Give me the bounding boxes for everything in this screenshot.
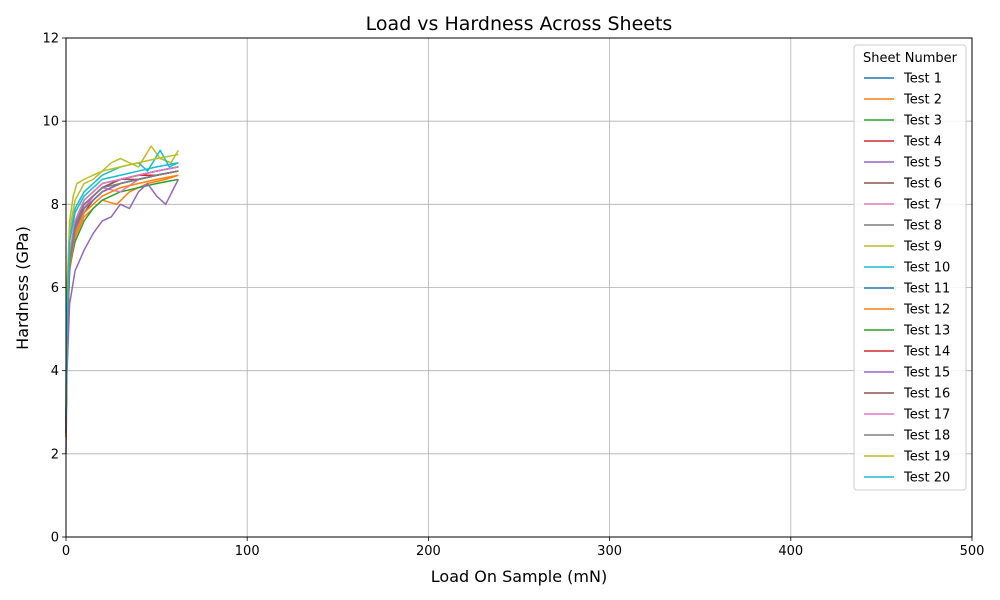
y-tick-label: 6 [51,281,59,296]
legend-item-test-20: Test 20 [864,471,950,486]
legend-item-test-16: Test 16 [864,387,950,402]
legend-item-test-12: Test 12 [864,303,950,318]
legend-item-test-19: Test 19 [864,450,950,465]
legend-label: Test 4 [903,135,942,150]
legend-label: Test 13 [903,324,950,339]
legend-item-test-9: Test 9 [864,240,942,255]
chart-title: Load vs Hardness Across Sheets [366,13,673,35]
y-tick-label: 8 [51,198,59,213]
legend-label: Test 17 [903,408,950,423]
x-tick-label: 200 [416,544,441,559]
legend-label: Test 9 [903,240,942,255]
y-axis-title: Hardness (GPa) [13,226,32,350]
legend-label: Test 6 [903,177,942,192]
series-line-test-9 [65,145,179,392]
legend-item-test-17: Test 17 [864,408,950,423]
legend-label: Test 18 [903,429,950,444]
x-tick-label: 300 [597,544,622,559]
legend-item-test-7: Test 7 [864,198,942,213]
legend-label: Test 12 [903,303,950,318]
legend-label: Test 8 [903,219,942,234]
legend-label: Test 2 [903,93,942,108]
legend-label: Test 14 [903,345,950,360]
y-tick-label: 10 [42,115,59,130]
legend-item-test-5: Test 5 [864,156,942,171]
legend-item-test-15: Test 15 [864,366,950,381]
x-tick-label: 0 [62,544,70,559]
legend-item-test-18: Test 18 [864,429,950,444]
legend-item-test-14: Test 14 [864,345,950,360]
x-axis-title: Load On Sample (mN) [431,567,607,586]
legend-item-test-10: Test 10 [864,261,950,276]
legend-item-test-3: Test 3 [864,114,942,129]
y-tick-label: 4 [51,364,59,379]
y-tick-label: 0 [51,531,59,546]
legend-label: Test 20 [903,471,950,486]
legend-item-test-6: Test 6 [864,177,942,192]
x-tick-label: 400 [778,544,803,559]
legend-label: Test 7 [903,198,942,213]
legend-item-test-2: Test 2 [864,93,942,108]
legend-item-test-11: Test 11 [864,282,950,297]
legend-box [853,44,967,491]
legend-label: Test 1 [903,72,942,87]
series-line-test-5 [65,179,180,454]
legend-item-test-13: Test 13 [864,324,950,339]
legend-label: Test 19 [903,450,950,465]
series-line-test-20 [65,162,179,417]
legend-item-test-1: Test 1 [864,72,942,87]
y-tick-label: 2 [51,447,59,462]
legend-items: Test 1 Test 2 Test 3 Test 4 Test 5 Test 6 Test… [864,72,950,486]
legend-item-test-4: Test 4 [864,135,942,150]
x-tick-label: 500 [960,544,985,559]
x-tick-label: 100 [235,544,260,559]
axis-ticks: 0 100 200 300 400 500 0 2 4 6 8 10 12 [42,32,984,560]
y-tick-label: 12 [42,32,59,47]
legend-label: Test 11 [903,282,950,297]
series-lines [65,145,180,454]
legend-label: Test 5 [903,156,942,171]
legend-label: Test 3 [903,114,942,129]
legend-title: Sheet Number [863,51,958,66]
legend-label: Test 10 [903,261,950,276]
legend-item-test-8: Test 8 [864,219,942,234]
series-line-test-18 [65,170,179,434]
legend-label: Test 15 [903,366,950,381]
legend-label: Test 16 [903,387,950,402]
